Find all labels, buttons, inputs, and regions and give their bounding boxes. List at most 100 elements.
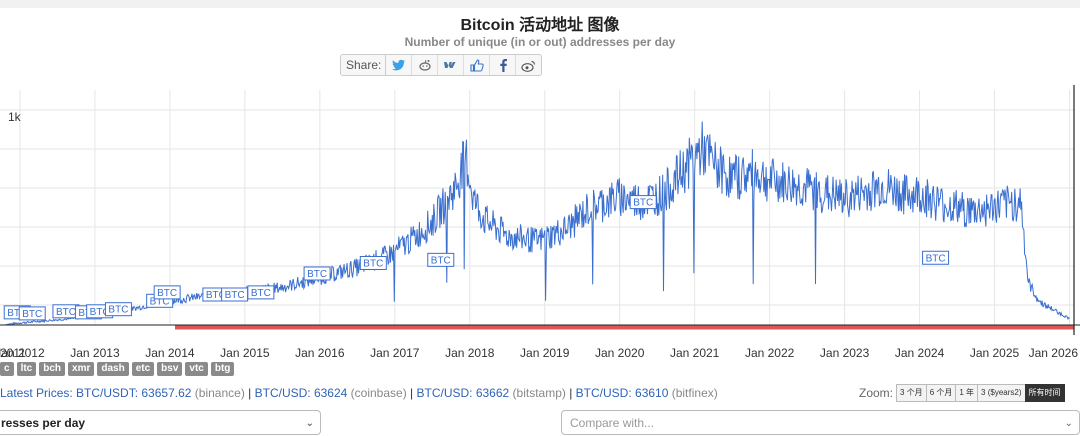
zoom-button[interactable]: 3 ($years2) [977, 384, 1026, 402]
marker-label: BTC [206, 290, 226, 301]
latest-prices-label: Latest Prices: [0, 386, 73, 400]
marker-box [18, 306, 46, 321]
price-exchange: (bitstamp) [512, 386, 570, 400]
x-tick-label: Jan 2013 [70, 346, 120, 360]
price-list: BTC/USDT: 63657.62 (binance) | BTC/USD: … [76, 386, 718, 400]
x-tick-label: Jan 2019 [520, 346, 570, 360]
btc-event-marker[interactable]: BTC [922, 250, 950, 265]
metric-select[interactable]: resses per day ⌄ [0, 410, 321, 435]
marker-box [629, 195, 657, 210]
compare-select[interactable]: Compare with... ⌄ [561, 410, 1080, 435]
coin-selector: c ltc bch xmr dash etc bsv vtc btg [0, 362, 235, 376]
active-addresses-series [4, 121, 1070, 326]
coin-tag-ltc[interactable]: ltc [16, 362, 37, 376]
btc-event-marker[interactable]: BTC [153, 285, 181, 300]
btc-event-marker[interactable]: BTC [52, 304, 80, 319]
marker-box [359, 256, 387, 270]
marker-box [104, 302, 132, 317]
like-icon[interactable] [464, 55, 491, 75]
marker-label: BTC [150, 296, 170, 307]
x-tick-label: Jan 2024 [895, 346, 945, 360]
marker-box [153, 285, 181, 300]
vk-icon[interactable] [438, 55, 465, 75]
marker-box [247, 285, 275, 300]
price-link[interactable]: BTC/USDT: 63657.62 [76, 386, 195, 400]
marker-label: BTC [431, 255, 451, 266]
price-exchange: (binance) [194, 386, 249, 400]
chart-title: Bitcoin 活动地址 图像 [460, 17, 620, 34]
btc-event-marker[interactable]: BTC [359, 256, 387, 270]
marker-label: BTC [56, 307, 76, 318]
facebook-icon[interactable] [490, 55, 517, 75]
price-link[interactable]: BTC/USD: 63662 [413, 386, 513, 400]
coin-tag-bsv[interactable]: bsv [157, 362, 183, 376]
x-tick-label: 2011 [0, 346, 26, 360]
price-separator: | [248, 386, 252, 400]
btc-event-marker[interactable]: BTC [427, 252, 455, 267]
chart-subtitle: Number of unique (in or out) addresses p… [404, 35, 676, 49]
x-tick-label: Jan 2023 [820, 346, 870, 360]
compare-select-placeholder: Compare with... [570, 416, 655, 430]
x-tick-label: Jan 2021 [670, 346, 720, 360]
marker-label: BTC [633, 198, 653, 209]
zoom-button[interactable]: 3 个月 [896, 384, 927, 402]
coin-tag-c[interactable]: c [0, 362, 14, 376]
x-tick-label: Jan 2020 [595, 346, 645, 360]
zoom-button[interactable]: 1 年 [955, 384, 979, 402]
x-tick-label: Jan 2017 [370, 346, 420, 360]
zoom-button[interactable]: 所有时间 [1024, 384, 1065, 402]
marker-box [303, 266, 331, 281]
coin-tag-xmr[interactable]: xmr [68, 362, 95, 376]
btc-event-marker[interactable]: BTC [18, 306, 46, 321]
zoom-label: Zoom: [859, 386, 894, 400]
latest-prices: Latest Prices: BTC/USDT: 63657.62 (binan… [0, 386, 718, 400]
btc-event-marker[interactable]: BTC [303, 266, 331, 281]
reddit-icon[interactable] [412, 55, 439, 75]
marker-label: BTC [7, 308, 27, 319]
chevron-down-icon: ⌄ [1064, 418, 1073, 429]
price-link[interactable]: BTC/USD: 63610 [572, 386, 672, 400]
btc-event-marker[interactable]: BTC [247, 285, 275, 300]
marker-label: BTC [363, 259, 383, 270]
btc-event-marker[interactable]: BTC [221, 287, 249, 302]
coin-tag-vtc[interactable]: vtc [185, 362, 208, 376]
twitter-icon[interactable] [386, 55, 413, 75]
coin-tag-dash[interactable]: dash [97, 362, 129, 376]
chevron-down-icon: ⌄ [305, 418, 314, 429]
coin-tag-btg[interactable]: btg [210, 362, 235, 376]
share-label: Share: [341, 55, 387, 75]
price-exchange: (bitfinex) [671, 386, 718, 400]
zoom-button[interactable]: 6 个月 [925, 384, 957, 402]
price-separator: | [569, 386, 573, 400]
x-tick-label: Jan 2016 [295, 346, 345, 360]
x-tick-label: Jan 2015 [220, 346, 270, 360]
marker-label: BTC [157, 288, 177, 299]
coin-tag-bch[interactable]: bch [39, 362, 66, 376]
price-link[interactable]: BTC/USD: 63624 [251, 386, 351, 400]
marker-box [427, 252, 455, 267]
x-tick-label: Jan 2025 [970, 346, 1020, 360]
marker-label: BTC [251, 288, 271, 299]
marker-label: BTC [22, 309, 42, 320]
weibo-icon[interactable] [516, 55, 541, 75]
marker-label: BTC [307, 269, 327, 280]
btc-event-marker[interactable]: BTC [104, 302, 132, 317]
marker-box [922, 250, 950, 265]
x-tick-label: Jan 2022 [745, 346, 795, 360]
btc-event-marker[interactable]: BTC [629, 195, 657, 210]
coin-tag-etc[interactable]: etc [131, 362, 155, 376]
y-tick-label: 1k [8, 110, 22, 124]
x-tick-label: Jan 2026 [1029, 346, 1079, 360]
marker-label: BTC [926, 253, 946, 264]
price-separator: | [410, 386, 414, 400]
metric-select-value: resses per day [1, 416, 86, 430]
x-tick-label: Jan 2014 [145, 346, 195, 360]
marker-label: BTC [108, 305, 128, 316]
price-exchange: (coinbase) [350, 386, 411, 400]
x-tick-label: Jan 2012 [0, 346, 45, 360]
